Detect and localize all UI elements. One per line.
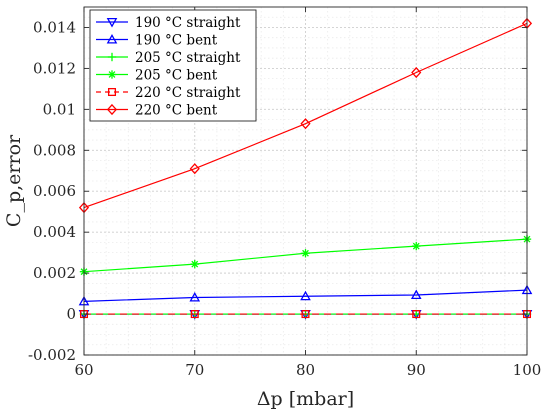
marker-diamond (300, 118, 311, 130)
legend-marker (106, 33, 118, 44)
marker-square (107, 87, 117, 97)
legend-item: 190 °C straight (96, 15, 241, 31)
series-line (83, 289, 528, 302)
y-tick-label: 0.012 (33, 59, 76, 77)
legend-label: 220 °C straight (135, 85, 241, 101)
x-tick-label: 80 (296, 361, 315, 379)
legend-item: 220 °C bent (96, 103, 218, 119)
legend-box (89, 9, 257, 122)
x-tick-label: 90 (407, 361, 426, 379)
marker-square (190, 310, 199, 319)
legend-item: 190 °C bent (96, 33, 218, 49)
marker-diamond (411, 66, 422, 79)
legend-item: 205 °C straight (96, 50, 241, 66)
data-point (190, 259, 199, 269)
data-point (301, 249, 310, 258)
x-tick-label: 70 (185, 361, 204, 379)
y-tick-label: 0.002 (33, 264, 76, 282)
y-axis-ticks: -0.002 0 0.002 0.004 0.006 0.008 0.01 0.012 0.01… (28, 18, 527, 364)
data-point (189, 291, 201, 302)
data-point (412, 241, 421, 251)
legend-marker (106, 17, 118, 28)
marker-triangle-up (106, 33, 118, 44)
data-point (301, 310, 310, 319)
series-3 (79, 234, 532, 276)
y-tick-label: 0.014 (33, 18, 76, 36)
marker-asterisk-d2 (191, 260, 199, 268)
y-tick-label: 0.008 (33, 141, 76, 159)
data-point (411, 66, 422, 79)
data-point (300, 118, 311, 130)
marker-triangle-up (300, 290, 311, 301)
y-axis-label: C_p,error (3, 134, 25, 227)
series-line (83, 22, 528, 209)
marker-triangle-down (106, 17, 118, 28)
x-tick-label: 100 (513, 361, 542, 379)
marker-asterisk-d2 (108, 71, 116, 78)
x-tick-label: 60 (74, 361, 93, 379)
x-axis-ticks: 60 70 80 90 100 (74, 7, 541, 379)
legend-label: 220 °C bent (135, 103, 218, 119)
legend-item: 220 °C straight (96, 85, 241, 101)
y-tick-label: 0 (66, 305, 76, 323)
legend-label: 205 °C straight (135, 50, 241, 66)
marker-square (412, 310, 421, 319)
legend-label: 190 °C straight (135, 15, 241, 31)
legend-label: 190 °C bent (135, 33, 218, 49)
y-tick-label: -0.002 (28, 346, 76, 364)
y-tick-label: 0.01 (43, 100, 76, 118)
data-point (189, 163, 200, 175)
legend-label: 205 °C bent (135, 68, 218, 84)
marker-diamond (106, 103, 118, 116)
legend-item: 205 °C bent (96, 68, 218, 84)
marker-diamond (189, 163, 200, 175)
y-tick-label: 0.004 (33, 223, 76, 241)
legend-marker (107, 87, 117, 97)
data-point (410, 289, 422, 300)
legend-marker (106, 103, 118, 116)
data-point (190, 310, 199, 319)
legend-marker (107, 52, 117, 62)
marker-triangle-up (410, 289, 422, 300)
marker-asterisk-d2 (302, 249, 309, 257)
y-tick-label: 0.006 (33, 182, 76, 200)
marker-asterisk-d2 (412, 242, 420, 250)
marker-triangle-up (189, 291, 201, 302)
legend-marker (107, 70, 117, 79)
series-5 (78, 17, 533, 214)
data-point (300, 290, 311, 301)
data-point (412, 310, 421, 319)
marker-square (301, 310, 310, 319)
x-axis-label: Δp [mbar] (257, 388, 354, 410)
